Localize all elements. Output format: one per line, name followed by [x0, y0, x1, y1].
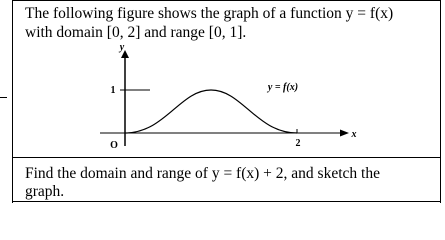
- x-tick-label: 2: [296, 138, 301, 149]
- y-axis-arrow: [121, 50, 129, 58]
- x-axis-label: x: [351, 129, 357, 140]
- intro-line: The following figure shows the graph of …: [25, 5, 393, 22]
- x-axis-arrow: [340, 129, 349, 137]
- curve-label: y = f(x): [267, 82, 298, 93]
- task-line: graph.: [25, 183, 64, 200]
- figure: y x 1 O 2 y = f(x): [100, 42, 357, 151]
- y-axis-label: y: [119, 42, 125, 53]
- task-line: Find the domain and range of y = f(x) + …: [25, 165, 380, 182]
- origin-label: O: [110, 140, 118, 151]
- document: The following figure shows the graph of …: [0, 0, 441, 203]
- intro-line: with domain [0, 2] and range [0, 1].: [25, 24, 246, 41]
- y-tick-label: 1: [111, 85, 116, 96]
- curve: [124, 89, 298, 134]
- page: {"question": { "intro_lines": ["The foll…: [0, 0, 441, 203]
